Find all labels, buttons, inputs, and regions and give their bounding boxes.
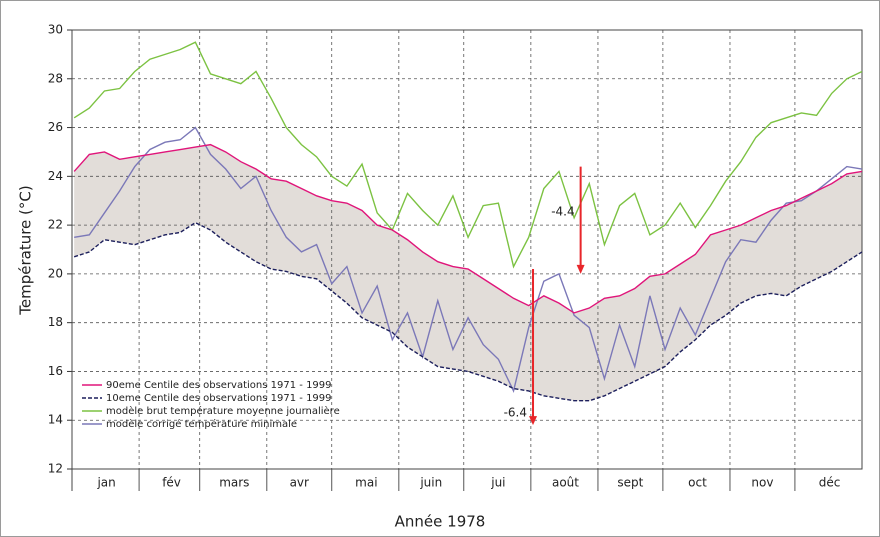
legend-label: 90eme Centile des observations 1971 - 19… [106,380,332,391]
centile-band [74,144,863,401]
legend-label: modèle brut température moyenne journali… [106,405,340,417]
x-tick-label: août [552,476,579,490]
x-tick-label: sept [617,476,643,490]
x-tick-label: juin [419,476,442,490]
y-tick-label: 28 [48,71,63,85]
legend: 90eme Centile des observations 1971 - 19… [82,380,340,430]
series-line [73,41,863,269]
annotation-label: -4.4 [551,205,574,219]
arrow-head [576,264,585,274]
x-tick-label: mai [355,476,377,490]
annotation-label: -6.4 [504,406,527,420]
x-tick-label: fév [162,476,181,490]
y-tick-label: 16 [48,364,63,378]
legend-label: modèle corrigé température minimale [106,418,297,430]
series-line [73,143,863,314]
x-tick-label: déc [819,476,841,490]
y-tick-label: 24 [48,169,63,183]
x-tick-label: oct [688,476,707,490]
y-tick-label: 20 [48,266,63,280]
y-tick-label: 30 [48,23,63,37]
x-axis-label: Année 1978 [395,513,486,531]
y-tick-label: 12 [48,462,63,476]
y-axis-label: Température (°C) [17,185,35,315]
y-tick-label: 26 [48,120,63,134]
y-tick-label: 18 [48,315,63,329]
arrow-head [529,416,538,426]
y-tick-label: 22 [48,218,63,232]
x-tick-label: nov [751,476,773,490]
legend-label: 10eme Centile des observations 1971 - 19… [106,393,332,404]
x-tick-label: mars [219,476,249,490]
x-tick-label: avr [290,476,309,490]
y-tick-label: 14 [48,413,63,427]
x-tick-label: jui [490,476,505,490]
x-tick-label: jan [96,476,115,490]
plot-frame [71,29,863,470]
